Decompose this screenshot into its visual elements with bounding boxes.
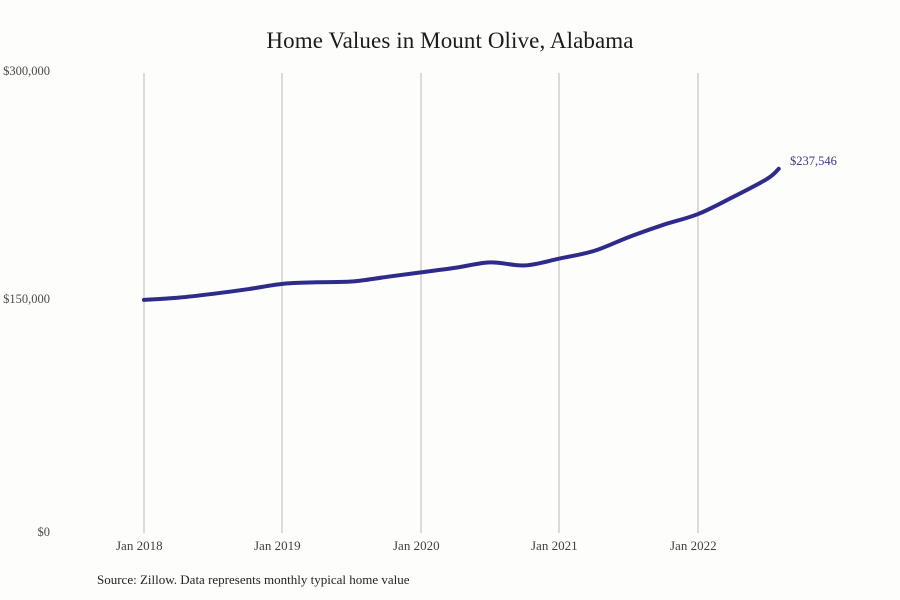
x-axis-tick-jan-2020: Jan 2020 — [393, 538, 440, 553]
chart-title: Home Values in Mount Olive, Alabama — [266, 28, 634, 53]
x-axis-tick-jan-2019: Jan 2019 — [254, 538, 301, 553]
y-axis-tick-300000: $300,000 — [3, 64, 50, 78]
source-footnote: Source: Zillow. Data represents monthly … — [97, 572, 410, 587]
x-axis-tick-jan-2018: Jan 2018 — [116, 538, 163, 553]
data-series-line — [142, 166, 781, 302]
x-axis-tick-jan-2022: Jan 2022 — [670, 538, 717, 553]
y-axis-tick-0: $0 — [37, 525, 51, 539]
endpoint-value-annotation: $237,546 — [790, 154, 837, 168]
y-axis-tick-150000: $150,000 — [3, 292, 50, 306]
gridlines — [143, 73, 699, 533]
x-axis-tick-jan-2021: Jan 2021 — [531, 538, 578, 553]
